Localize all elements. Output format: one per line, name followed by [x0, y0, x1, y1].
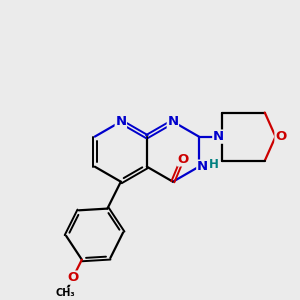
Text: O: O: [275, 130, 286, 143]
Text: CH₃: CH₃: [56, 288, 75, 298]
Text: N: N: [213, 130, 224, 143]
Text: N: N: [167, 115, 178, 128]
Text: O: O: [178, 153, 189, 166]
Text: H: H: [209, 158, 219, 171]
Text: N: N: [197, 160, 208, 173]
Text: N: N: [115, 115, 126, 128]
Text: O: O: [67, 271, 79, 284]
